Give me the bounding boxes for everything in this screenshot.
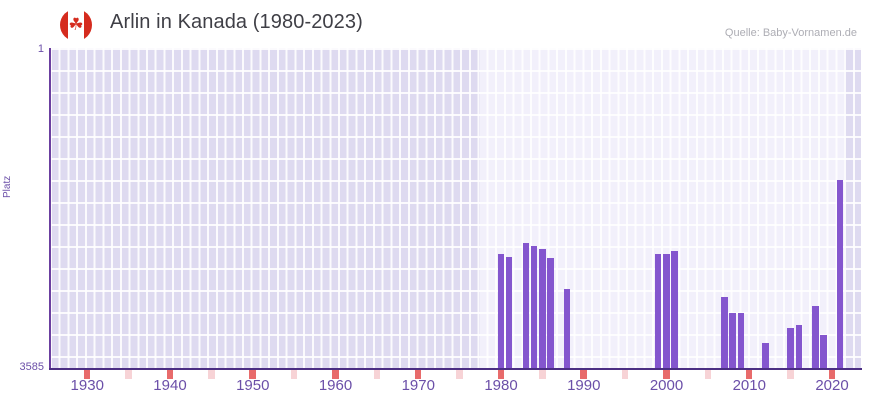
chart-bar xyxy=(671,251,678,369)
x-axis-decade-marker xyxy=(580,370,587,379)
x-axis-decade-marker xyxy=(497,370,505,379)
x-axis-tick-label: 1970 xyxy=(401,377,435,394)
chart-bar xyxy=(563,288,571,369)
x-axis-minor-marker xyxy=(125,370,132,379)
x-axis-minor-marker xyxy=(373,370,380,379)
x-axis-tick-label: 1990 xyxy=(567,377,601,394)
source-attribution: Quelle: Baby-Vornamen.de xyxy=(724,27,857,39)
chart-bar xyxy=(762,343,769,369)
page-title: Arlin in Kanada (1980-2023) xyxy=(110,11,363,33)
y-axis-line xyxy=(49,48,51,370)
x-axis-decade-marker xyxy=(83,370,91,379)
chart-bar xyxy=(729,313,736,369)
x-axis-line xyxy=(49,368,862,370)
x-axis-minor-marker xyxy=(539,370,546,379)
x-axis-tick-label: 1950 xyxy=(236,377,270,394)
chart-bar xyxy=(836,180,844,369)
x-axis-decade-marker xyxy=(414,370,422,379)
flag-band-left xyxy=(60,9,68,41)
chart-bar xyxy=(820,334,827,369)
x-axis-tick-label: 2020 xyxy=(815,377,849,394)
x-axis-minor-marker xyxy=(787,370,794,379)
chart-bar xyxy=(721,296,728,369)
x-axis-minor-marker xyxy=(208,370,215,379)
x-axis-decade-marker xyxy=(332,370,339,379)
x-axis-minor-marker xyxy=(456,370,463,379)
chart-bar xyxy=(539,249,546,369)
x-axis-tick-label: 2010 xyxy=(732,377,766,394)
x-axis-minor-marker xyxy=(290,370,298,379)
flag-band-right xyxy=(84,9,92,41)
x-axis-decade-marker xyxy=(828,370,836,379)
canada-flag-icon: ☘ xyxy=(60,9,92,41)
y-axis-tick-label: 3585 xyxy=(19,361,44,373)
chart-bar xyxy=(812,305,819,369)
x-axis-tick-label: 1930 xyxy=(70,377,104,394)
x-axis-tick-label: 1960 xyxy=(318,377,353,394)
x-axis-decade-marker xyxy=(663,370,670,379)
x-axis-minor-marker xyxy=(621,370,629,379)
chart-bar xyxy=(522,243,529,369)
chart-bar xyxy=(795,324,803,369)
chart-bar xyxy=(663,253,670,369)
maple-leaf-icon: ☘ xyxy=(68,15,84,34)
chart-bar xyxy=(505,256,513,369)
chart-bar xyxy=(737,313,745,369)
chart-bar xyxy=(654,253,662,369)
x-axis-minor-marker xyxy=(704,370,712,379)
chart-bar xyxy=(530,245,538,369)
chart-bar xyxy=(787,328,794,369)
x-axis-tick-label: 2000 xyxy=(649,377,684,394)
chart-header: ☘ Arlin in Kanada (1980-2023) Quelle: Ba… xyxy=(0,0,873,48)
x-axis-decade-marker xyxy=(166,370,174,379)
y-axis-tick-label: 1 xyxy=(37,43,44,55)
chart-bar xyxy=(497,253,505,369)
chart-bar xyxy=(547,258,554,369)
x-axis-tick-label: 1940 xyxy=(153,377,187,394)
x-axis-decade-marker xyxy=(745,370,753,379)
x-axis-tick-label: 1980 xyxy=(484,377,518,394)
x-axis-decade-marker xyxy=(249,370,256,379)
chart-plot-area xyxy=(50,48,861,369)
y-axis-title: Platz xyxy=(2,175,13,198)
